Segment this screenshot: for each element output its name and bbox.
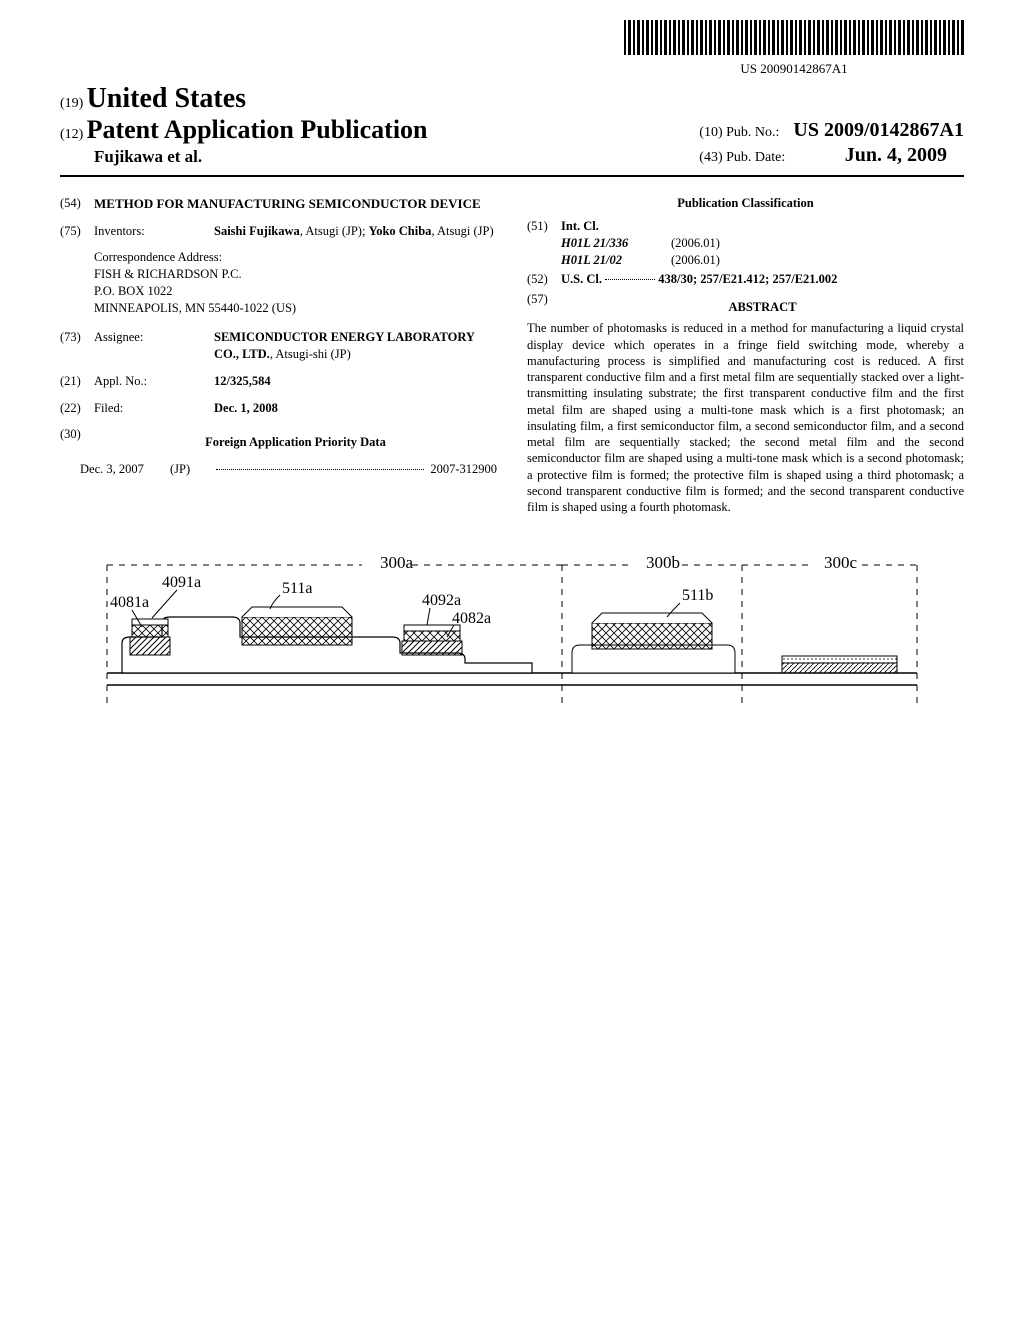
corr-name: FISH & RICHARDSON P.C. <box>94 266 497 283</box>
field-52: (52) U.S. Cl. 438/30; 257/E21.412; 257/E… <box>527 271 964 288</box>
region-300c <box>782 656 897 673</box>
invention-title: METHOD FOR MANUFACTURING SEMICONDUCTOR D… <box>94 195 481 213</box>
code-21: (21) <box>60 373 94 390</box>
priority-heading: Foreign Application Priority Data <box>94 434 497 451</box>
intcl-row-0: H01L 21/336 (2006.01) <box>561 235 964 252</box>
label-300c: 300c <box>824 553 858 572</box>
intcl-code-1: H01L 21/02 <box>561 252 671 269</box>
intcl-ver-1: (2006.01) <box>671 252 720 269</box>
filed-label: Filed: <box>94 400 214 417</box>
right-column: Publication Classification (51) Int. Cl.… <box>527 195 964 515</box>
dots <box>216 461 424 470</box>
label-4091a: 4091a <box>162 574 201 591</box>
priority-data-row: Dec. 3, 2007 (JP) 2007-312900 <box>80 461 497 478</box>
field-54: (54) METHOD FOR MANUFACTURING SEMICONDUC… <box>60 195 497 213</box>
label-300b: 300b <box>646 553 680 572</box>
code-43: (43) <box>699 150 722 165</box>
code-57: (57) <box>527 291 561 320</box>
classification-heading: Publication Classification <box>527 195 964 212</box>
field-21: (21) Appl. No.: 12/325,584 <box>60 373 497 390</box>
dots <box>605 271 655 280</box>
abstract-text: The number of photomasks is reduced in a… <box>527 320 964 515</box>
code-75: (75) <box>60 223 94 240</box>
region-300a: 4091a 4081a 511a 4092a 4082a <box>110 574 532 673</box>
barcode <box>624 20 964 55</box>
left-column: (54) METHOD FOR MANUFACTURING SEMICONDUC… <box>60 195 497 515</box>
priority-date: Dec. 3, 2007 <box>80 461 170 478</box>
label-4081a: 4081a <box>110 594 149 611</box>
intcl-code-0: H01L 21/336 <box>561 235 671 252</box>
figure: 300a 300b 300c <box>60 545 964 719</box>
code-19: (19) <box>60 96 83 111</box>
intcl-label: Int. Cl. <box>561 219 599 233</box>
authors: Fujikawa et al. <box>94 147 428 167</box>
pubdate-label: Pub. Date: <box>726 150 785 165</box>
code-52: (52) <box>527 271 561 288</box>
header-left: (19) United States (12) Patent Applicati… <box>60 83 428 167</box>
code-12: (12) <box>60 127 83 142</box>
code-22: (22) <box>60 400 94 417</box>
region-300b: 511b <box>572 587 735 673</box>
pubno: US 2009/0142867A1 <box>793 119 964 141</box>
inventor-1: Saishi Fujikawa <box>214 224 300 238</box>
correspondence-block: Correspondence Address: FISH & RICHARDSO… <box>94 249 497 317</box>
intcl-row-1: H01L 21/02 (2006.01) <box>561 252 964 269</box>
label-300a: 300a <box>380 553 414 572</box>
label-511a: 511a <box>282 580 313 597</box>
field-22: (22) Filed: Dec. 1, 2008 <box>60 400 497 417</box>
label-4082a: 4082a <box>452 610 491 627</box>
pubno-label: Pub. No.: <box>726 125 779 140</box>
inventors-label: Inventors: <box>94 223 214 240</box>
barcode-number: US 20090142867A1 <box>624 61 964 77</box>
header: (19) United States (12) Patent Applicati… <box>60 83 964 167</box>
corr-po: P.O. BOX 1022 <box>94 283 497 300</box>
uscl-label: U.S. Cl. <box>561 271 602 288</box>
priority-no: 2007-312900 <box>430 461 497 478</box>
field-57: (57) ABSTRACT <box>527 291 964 320</box>
corr-label: Correspondence Address: <box>94 249 497 266</box>
assignee-label: Assignee: <box>94 329 214 363</box>
filed-date: Dec. 1, 2008 <box>214 401 278 415</box>
divider <box>60 175 964 177</box>
field-73: (73) Assignee: SEMICONDUCTOR ENERGY LABO… <box>60 329 497 363</box>
applno-label: Appl. No.: <box>94 373 214 390</box>
code-73: (73) <box>60 329 94 363</box>
abstract-heading: ABSTRACT <box>561 299 964 316</box>
figure-svg: 300a 300b 300c <box>102 545 922 715</box>
field-30: (30) Foreign Application Priority Data <box>60 426 497 457</box>
code-10: (10) <box>699 125 722 140</box>
code-54: (54) <box>60 195 94 213</box>
body-columns: (54) METHOD FOR MANUFACTURING SEMICONDUC… <box>60 195 964 515</box>
uscl-value: 438/30; 257/E21.412; 257/E21.002 <box>658 271 837 288</box>
barcode-area: US 20090142867A1 <box>60 20 964 77</box>
header-right: (10) Pub. No.: US 2009/0142867A1 (43) Pu… <box>699 119 964 167</box>
field-75: (75) Inventors: Saishi Fujikawa, Atsugi … <box>60 223 497 240</box>
label-4092a: 4092a <box>422 592 461 609</box>
code-30: (30) <box>60 426 94 457</box>
country: United States <box>87 83 246 114</box>
assignee-name: SEMICONDUCTOR ENERGY LABORATORY CO., LTD… <box>214 330 474 361</box>
field-51: (51) Int. Cl. H01L 21/336 (2006.01) H01L… <box>527 218 964 269</box>
applno: 12/325,584 <box>214 374 271 388</box>
priority-country: (JP) <box>170 461 210 478</box>
intcl-ver-0: (2006.01) <box>671 235 720 252</box>
inventor-2: Yoko Chiba <box>369 224 432 238</box>
pub-type: Patent Application Publication <box>87 115 428 144</box>
pubdate: Jun. 4, 2009 <box>845 144 947 166</box>
code-51: (51) <box>527 218 561 269</box>
corr-city: MINNEAPOLIS, MN 55440-1022 (US) <box>94 300 497 317</box>
label-511b: 511b <box>682 587 713 604</box>
